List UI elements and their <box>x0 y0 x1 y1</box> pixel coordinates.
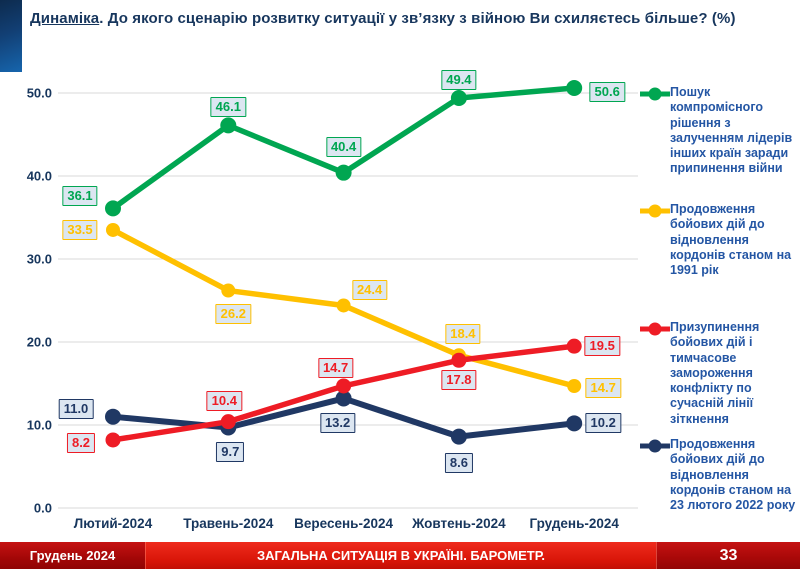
data-point-marker <box>450 428 467 445</box>
data-point-marker <box>221 283 236 298</box>
data-point-marker <box>450 89 467 106</box>
footer-date: Грудень 2024 <box>0 542 145 569</box>
chart-legend: Пошук компромісного рішення з залученням… <box>640 0 800 540</box>
y-axis-tick-label: 0.0 <box>34 501 52 516</box>
footer-page-number: 33 <box>656 542 800 569</box>
legend-label: Пошук компромісного рішення з залученням… <box>670 85 793 176</box>
data-label: 13.2 <box>319 413 356 434</box>
x-axis-category-label: Жовтень-2024 <box>411 516 506 531</box>
data-point-marker <box>105 408 121 425</box>
data-label: 46.1 <box>210 97 246 118</box>
x-axis-category-label: Грудень-2024 <box>529 516 619 531</box>
page-title-rest: . До якого сценарію розвитку ситуації у … <box>99 10 736 27</box>
data-label: 11.0 <box>58 398 94 419</box>
data-label: 10.4 <box>206 390 242 411</box>
legend-marker-icon <box>640 204 670 218</box>
legend-marker-icon <box>640 439 670 453</box>
data-label: 19.5 <box>584 336 620 357</box>
data-label: 33.5 <box>62 219 98 240</box>
data-label: 49.4 <box>441 69 477 90</box>
page-title: Динаміка. До якого сценарію розвитку сит… <box>30 10 794 27</box>
data-label: 8.6 <box>444 452 473 473</box>
data-point-marker <box>566 415 583 432</box>
data-label: 40.4 <box>325 136 362 157</box>
page-title-lead: Динаміка <box>30 10 100 27</box>
legend-item: Призупинення бойових дій і тимчасове зам… <box>640 320 798 427</box>
data-point-marker <box>451 348 466 363</box>
y-axis-tick-label: 30.0 <box>27 252 52 267</box>
series-line-2 <box>110 343 577 443</box>
data-point-marker <box>106 222 120 237</box>
data-point-marker <box>220 117 237 134</box>
data-label: 50.6 <box>589 82 625 103</box>
data-point-marker <box>567 378 582 393</box>
data-label: 18.4 <box>445 324 481 345</box>
data-point-marker <box>105 432 121 448</box>
data-point-marker <box>451 352 467 368</box>
data-label: 8.2 <box>66 432 96 453</box>
series-line-0 <box>110 85 577 212</box>
y-axis-tick-label: 50.0 <box>27 86 52 101</box>
data-label: 10.2 <box>585 413 621 434</box>
data-label: 14.7 <box>585 377 621 398</box>
series-line-1 <box>110 227 577 389</box>
data-point-marker <box>335 390 352 407</box>
data-point-marker <box>336 298 351 313</box>
legend-label: Продовження бойових дій до відновлення к… <box>670 437 796 512</box>
data-point-marker <box>220 414 236 430</box>
legend-item: Продовження бойових дій до відновлення к… <box>640 202 798 278</box>
data-point-marker <box>220 419 237 436</box>
legend-marker-icon <box>640 87 670 101</box>
footer-title: ЗАГАЛЬНА СИТУАЦІЯ В УКРАЇНІ. БАРОМЕТР. <box>145 542 656 569</box>
data-label: 24.4 <box>351 280 388 301</box>
data-label: 36.1 <box>62 186 98 207</box>
data-point-marker <box>335 164 352 181</box>
data-point-marker <box>566 338 582 354</box>
y-axis-tick-label: 40.0 <box>27 169 52 184</box>
x-axis-category-label: Травень-2024 <box>183 516 274 531</box>
data-point-marker <box>336 378 352 394</box>
data-label: 14.7 <box>317 357 354 378</box>
legend-label: Продовження бойових дій до відновлення к… <box>670 202 792 277</box>
legend-item: Продовження бойових дій до відновлення к… <box>640 437 798 513</box>
data-point-marker <box>566 80 583 97</box>
x-axis-category-label: Лютий-2024 <box>74 516 153 531</box>
data-label: 9.7 <box>216 442 245 463</box>
data-label: 26.2 <box>215 303 251 324</box>
footer-bar: Грудень 2024 ЗАГАЛЬНА СИТУАЦІЯ В УКРАЇНІ… <box>0 542 800 569</box>
data-label: 17.8 <box>441 370 477 391</box>
y-axis-tick-label: 20.0 <box>27 335 52 350</box>
y-axis-tick-label: 10.0 <box>27 418 52 433</box>
x-axis-category-label: Вересень-2024 <box>294 516 393 531</box>
legend-label: Призупинення бойових дій і тимчасове зам… <box>670 320 760 426</box>
legend-marker-icon <box>640 322 670 336</box>
data-point-marker <box>105 200 121 217</box>
legend-item: Пошук компромісного рішення з залученням… <box>640 85 798 177</box>
series-line-3 <box>110 395 578 440</box>
corner-accent-bar <box>0 0 22 72</box>
